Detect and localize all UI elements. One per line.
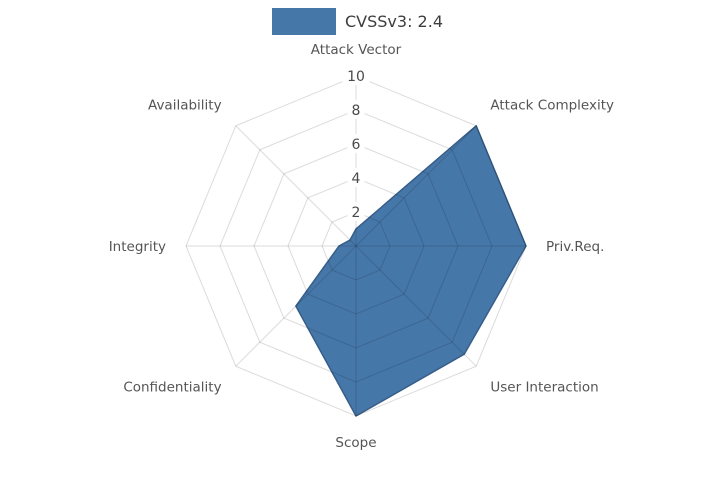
radial-tick-label: 8 xyxy=(352,103,361,119)
axis-labels-group: Attack Vector Attack Complexity Priv.Req. U… xyxy=(109,42,614,451)
radar-grid-group xyxy=(185,75,527,417)
grid-ring xyxy=(185,75,527,417)
radial-tick-label: 10 xyxy=(347,69,365,85)
axis-label: Attack Vector xyxy=(311,42,402,58)
tick-label-bg xyxy=(347,134,365,153)
tick-label-bg xyxy=(347,202,365,221)
radial-tick-label: 4 xyxy=(352,171,361,187)
grid-ring xyxy=(219,109,493,383)
axis-label: Integrity xyxy=(109,239,166,255)
grid-ring xyxy=(321,211,391,281)
axis-label: Scope xyxy=(335,435,376,451)
grid-spoke xyxy=(355,125,477,247)
radar-series-group xyxy=(295,125,527,417)
radial-tick-label: 6 xyxy=(352,137,361,153)
tick-label-bg xyxy=(347,100,365,119)
series-polygon xyxy=(295,125,527,417)
axis-label: User Interaction xyxy=(490,379,598,395)
grid-ring xyxy=(253,143,459,349)
axis-label: Priv.Req. xyxy=(546,239,604,255)
axis-label: Confidentiality xyxy=(123,379,221,395)
tick-label-bg xyxy=(347,168,365,187)
legend-label: CVSSv3: 2.4 xyxy=(345,12,443,31)
axis-label: Availability xyxy=(148,98,222,114)
radial-tick-labels-group: 2 4 6 8 10 xyxy=(342,66,370,221)
grid-spoke xyxy=(235,125,357,247)
radial-tick-label: 2 xyxy=(352,205,361,221)
axis-label: Attack Complexity xyxy=(490,98,614,114)
grid-ring xyxy=(287,177,425,315)
legend: CVSSv3: 2.4 xyxy=(272,8,443,35)
tick-label-bg xyxy=(342,66,370,85)
grid-spoke xyxy=(355,245,477,367)
grid-spoke xyxy=(235,245,357,367)
legend-swatch xyxy=(272,8,336,35)
